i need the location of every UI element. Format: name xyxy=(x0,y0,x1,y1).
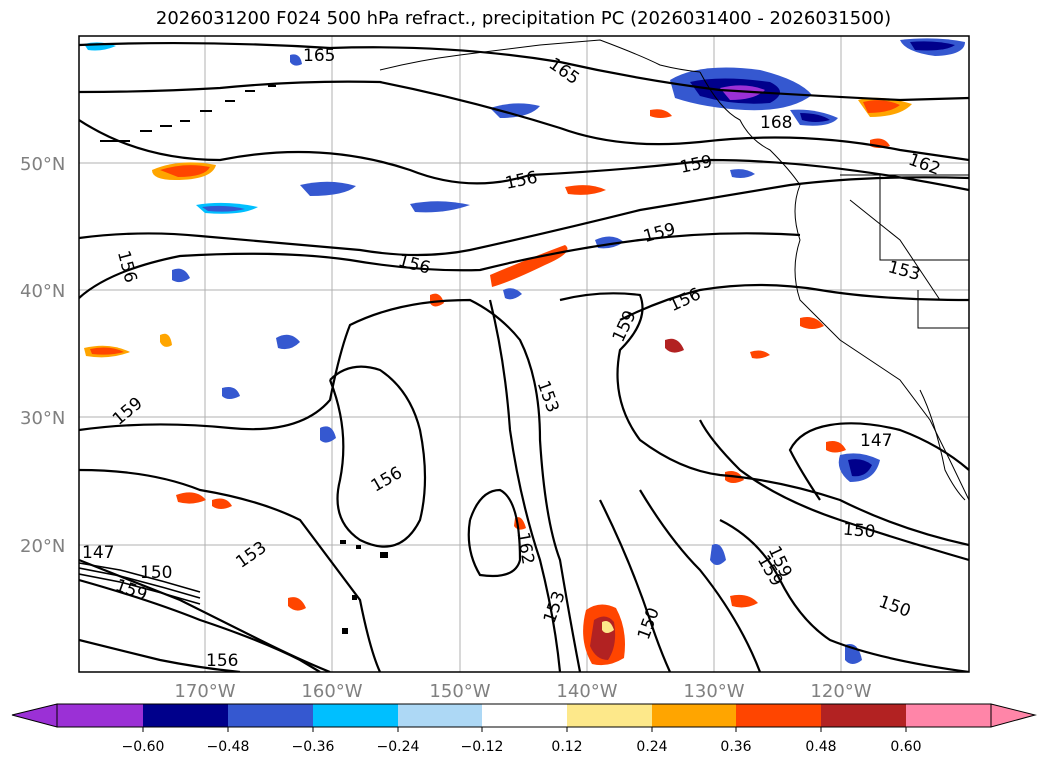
contour-labels: 165 165 168 162 159 159 156 156 156 159 … xyxy=(82,46,943,671)
refractivity-contours xyxy=(79,41,969,672)
colorbar: −0.60 −0.48 −0.36 −0.24 −0.12 0.12 0.24 … xyxy=(11,703,1037,755)
colorbar-tick-label: 0.48 xyxy=(805,739,836,755)
lon-label-150w: 150°W xyxy=(429,681,490,702)
contour-label: 150 xyxy=(842,520,876,543)
positive-precip-areas xyxy=(84,97,912,666)
lon-label-140w: 140°W xyxy=(556,681,617,702)
lat-label-30n: 30°N xyxy=(20,408,65,429)
lat-label-50n: 50°N xyxy=(20,154,65,175)
colorbar-tick-label: −0.48 xyxy=(207,739,250,755)
colorbar-tick-label: −0.36 xyxy=(292,739,335,755)
colorbar-tick-label: 0.12 xyxy=(551,739,582,755)
contour-label: 165 xyxy=(303,46,335,66)
colorbar-segment xyxy=(228,704,313,727)
coastlines xyxy=(379,39,969,501)
lat-label-40n: 40°N xyxy=(20,281,65,302)
map-title: 2026031200 F024 500 hPa refract., precip… xyxy=(155,8,892,29)
lon-label-160w: 160°W xyxy=(301,681,362,702)
plot-area xyxy=(79,36,969,672)
graticule xyxy=(79,36,969,672)
colorbar-extend-high xyxy=(990,703,1037,728)
colorbar-segment xyxy=(313,704,398,727)
contour-label: 150 xyxy=(140,563,172,583)
lat-label-20n: 20°N xyxy=(20,536,65,557)
colorbar-segment xyxy=(736,704,821,727)
plot-frame xyxy=(78,35,970,673)
colorbar-segment xyxy=(906,704,991,727)
refractivity-contours-thin xyxy=(79,562,201,605)
contour-label: 147 xyxy=(860,431,892,451)
colorbar-tick-label: −0.60 xyxy=(122,739,165,755)
colorbar-tick-label: −0.24 xyxy=(377,739,420,755)
colorbar-frame xyxy=(56,703,992,728)
colorbar-tick-label: 0.60 xyxy=(890,739,921,755)
colorbar-tick-label: 0.36 xyxy=(720,739,751,755)
contour-label: 147 xyxy=(82,543,114,563)
colorbar-segment xyxy=(567,704,652,727)
colorbar-segment xyxy=(652,704,736,727)
colorbar-tick-label: −0.12 xyxy=(461,739,504,755)
contour-label: 168 xyxy=(760,113,792,133)
colorbar-extend-low xyxy=(11,703,58,728)
colorbar-tick-label: 0.24 xyxy=(636,739,667,755)
colorbar-segment xyxy=(482,704,567,727)
islands xyxy=(100,85,388,634)
colorbar-segment xyxy=(398,704,482,727)
colorbar-segment xyxy=(143,704,228,727)
lon-label-170w: 170°W xyxy=(174,681,235,702)
colorbar-segment xyxy=(57,704,143,727)
lon-label-120w: 120°W xyxy=(810,681,871,702)
contour-label: 156 xyxy=(206,651,238,671)
colorbar-segment xyxy=(821,704,906,727)
lon-label-130w: 130°W xyxy=(683,681,744,702)
